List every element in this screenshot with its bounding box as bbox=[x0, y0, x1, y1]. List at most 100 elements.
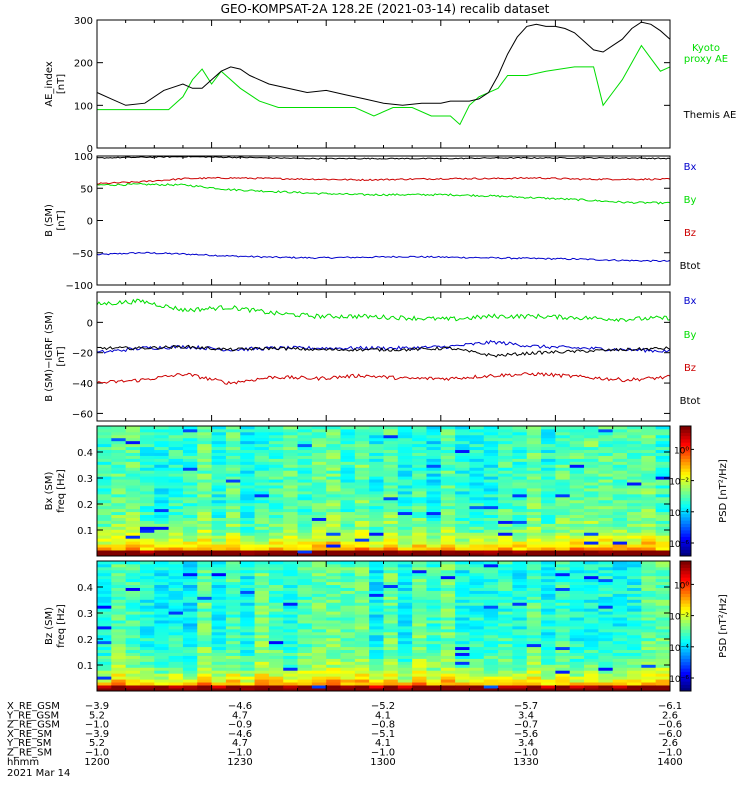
spectrogram-cell bbox=[139, 550, 155, 554]
spectrogram-cell bbox=[369, 535, 384, 539]
spectrogram-cell bbox=[483, 434, 499, 439]
spectrogram-cell bbox=[254, 499, 270, 504]
spectrogram-cell bbox=[97, 473, 112, 477]
spectrogram-cell bbox=[541, 676, 556, 680]
spectrogram-cell bbox=[268, 587, 284, 591]
spectrogram-cell bbox=[483, 467, 499, 471]
spectrogram-cell bbox=[512, 535, 528, 539]
spectrogram-cell bbox=[268, 526, 284, 530]
spectrogram-cell bbox=[569, 664, 585, 668]
colorbar-segment bbox=[680, 500, 691, 505]
spectrogram-cell bbox=[584, 541, 599, 545]
spectrogram-cell bbox=[455, 608, 470, 612]
spectrogram-cell bbox=[111, 688, 127, 692]
spectrogram-cell bbox=[311, 649, 327, 653]
spectrogram-cell bbox=[469, 563, 485, 568]
ephemeris-row-label: X_RE_SM bbox=[7, 729, 52, 740]
spectrogram-cell bbox=[311, 688, 327, 692]
spectrogram-cell bbox=[354, 464, 370, 468]
spectrogram-cell bbox=[111, 661, 127, 665]
spectrogram-cell bbox=[426, 673, 442, 677]
spectrogram-cell bbox=[612, 426, 628, 430]
spectrogram-cell bbox=[254, 517, 270, 521]
spectrogram-cell bbox=[397, 464, 413, 468]
spectrogram-cell bbox=[354, 529, 370, 533]
spectrogram-cell bbox=[340, 599, 356, 603]
spectrogram-cell bbox=[254, 587, 270, 591]
spectrogram-cell bbox=[97, 620, 112, 624]
spectrogram-cell bbox=[297, 643, 313, 648]
spectrogram-cell bbox=[139, 446, 155, 451]
spectrogram-cell bbox=[369, 593, 384, 597]
spectrogram-cell bbox=[197, 628, 212, 633]
spectrogram-cell bbox=[569, 529, 585, 533]
series-line-bz bbox=[97, 176, 671, 185]
spectrogram-cell bbox=[111, 614, 127, 618]
spectrogram-cell bbox=[584, 649, 599, 653]
spectrogram-cell bbox=[598, 550, 614, 554]
spectrogram-cell bbox=[326, 544, 341, 548]
spectrogram-cell bbox=[455, 434, 470, 439]
spectrogram-cell bbox=[268, 640, 284, 645]
spectrogram-cell bbox=[154, 667, 170, 671]
spectrogram-cell bbox=[369, 566, 384, 571]
spectrogram-cell bbox=[240, 532, 255, 536]
spectrogram-cell bbox=[197, 467, 212, 471]
spectrogram-cell bbox=[612, 476, 628, 480]
spectrogram-cell bbox=[268, 569, 284, 574]
spectrogram-cell bbox=[311, 646, 327, 651]
spectrogram-cell bbox=[526, 634, 542, 639]
spectrogram-cell bbox=[297, 631, 313, 636]
spectrogram-cell bbox=[354, 526, 370, 530]
spectrogram-cell bbox=[555, 655, 571, 659]
spectrogram-cell bbox=[641, 544, 657, 548]
spectrogram-cell bbox=[498, 637, 513, 642]
spectrogram-cell bbox=[254, 637, 270, 642]
spectrogram-cell bbox=[369, 505, 384, 510]
spectrogram-cell bbox=[426, 431, 442, 436]
spectrogram-cell bbox=[354, 634, 370, 639]
spectrogram-cell bbox=[240, 561, 255, 565]
spectrogram-cell bbox=[326, 626, 341, 630]
y-tick-label: 0 bbox=[87, 144, 93, 155]
spectrogram-cell bbox=[211, 617, 227, 621]
spectrogram-cell bbox=[111, 428, 127, 433]
spectrogram-cell bbox=[440, 605, 456, 609]
spectrogram-cell bbox=[440, 628, 456, 633]
spectrogram-cell bbox=[254, 611, 270, 615]
y-tick-label: −60 bbox=[72, 409, 93, 420]
spectrogram-cell bbox=[627, 476, 642, 480]
spectrogram-cell bbox=[268, 596, 284, 600]
colorbar-segment bbox=[680, 448, 691, 453]
spectrogram-cell bbox=[254, 437, 270, 442]
spectrogram-cell bbox=[627, 667, 642, 671]
spectrogram-cell bbox=[498, 608, 513, 612]
spectrogram-cell bbox=[254, 535, 270, 539]
spectrogram-cell bbox=[254, 514, 270, 518]
spectrogram-cell bbox=[440, 608, 456, 612]
spectrogram-cell bbox=[139, 434, 155, 439]
spectrogram-cell bbox=[412, 623, 427, 627]
spectrogram-cell bbox=[541, 467, 556, 471]
spectrogram-cell bbox=[397, 467, 413, 471]
spectrogram-cell bbox=[283, 628, 298, 633]
spectrogram-cell bbox=[612, 584, 628, 588]
spectrogram-cell bbox=[240, 523, 255, 527]
spectrogram-cell bbox=[240, 482, 255, 486]
spectrogram-cell bbox=[455, 563, 470, 568]
spectrogram-cell bbox=[297, 561, 313, 565]
spectrogram-cell bbox=[612, 661, 628, 665]
spectrogram-cell bbox=[498, 470, 513, 474]
spectrogram-cell bbox=[440, 443, 456, 448]
spectrogram-cell bbox=[498, 623, 513, 627]
spectrogram-cell bbox=[268, 479, 284, 483]
spectrogram-cell bbox=[197, 608, 212, 612]
spectrogram-cell bbox=[612, 637, 628, 642]
spectrogram-cell bbox=[297, 449, 313, 453]
spectrogram-cell bbox=[283, 566, 298, 571]
spectrogram-cell bbox=[555, 502, 571, 507]
spectrogram-cell bbox=[240, 505, 255, 510]
spectrogram-cell bbox=[598, 661, 614, 665]
spectrogram-cell bbox=[268, 646, 284, 651]
spectrogram-cell bbox=[225, 685, 241, 689]
